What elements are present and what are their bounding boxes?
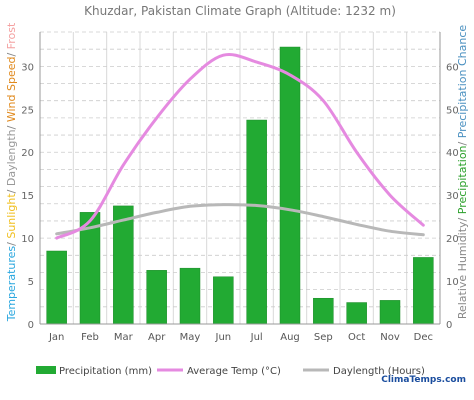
x-tick-label: Jun bbox=[215, 332, 232, 343]
left-tick-label: 25 bbox=[21, 105, 34, 116]
legend-label-daylength: Daylength (Hours) bbox=[333, 366, 425, 377]
precipitation-bar bbox=[113, 205, 134, 325]
axis-label-part: / bbox=[5, 49, 18, 56]
axis-label-part: / bbox=[5, 239, 18, 246]
precipitation-bar bbox=[346, 302, 367, 325]
precipitation-bar bbox=[146, 270, 167, 325]
x-tick-label: May bbox=[180, 332, 201, 343]
chart-legend: Precipitation (mm) Average Temp (°C) Dayle… bbox=[36, 366, 425, 377]
left-tick-label: 15 bbox=[21, 191, 34, 202]
axis-label-part: Daylength bbox=[5, 129, 18, 186]
precipitation-bar bbox=[279, 46, 301, 325]
x-tick-label: Jan bbox=[48, 332, 64, 343]
right-tick-label: 0 bbox=[446, 320, 452, 331]
precipitation-bar bbox=[213, 276, 234, 325]
left-tick-label: 0 bbox=[28, 320, 34, 331]
axis-label-part: Sunlight bbox=[5, 193, 18, 239]
right-tick-label: 10 bbox=[446, 277, 459, 288]
x-tick-label: Dec bbox=[414, 332, 433, 343]
right-axis-label: Relative Humidity/ Precipitation/ Precip… bbox=[456, 25, 469, 320]
left-tick-label: 20 bbox=[21, 148, 34, 159]
average-temp-line bbox=[55, 53, 425, 240]
series-lines bbox=[55, 53, 425, 240]
x-tick-label: Apr bbox=[148, 332, 166, 343]
chart-axes: 0 5 10 15 20 25 30 0 10 20 30 40 50 60 Jan Feb Mar Apr May… bbox=[21, 32, 459, 343]
x-tick-label: Jul bbox=[250, 332, 263, 343]
legend-label-precipitation: Precipitation (mm) bbox=[59, 366, 152, 377]
precipitation-bar bbox=[179, 267, 201, 325]
left-tick-label: 30 bbox=[21, 62, 34, 73]
axis-label-part: / bbox=[5, 122, 18, 129]
axis-label-part: Temperatures bbox=[5, 246, 18, 323]
precipitation-bar bbox=[379, 300, 401, 325]
right-tick-label: 40 bbox=[446, 148, 459, 159]
watermark: ClimaTemps.com bbox=[381, 375, 466, 385]
chart-title: Khuzdar, Pakistan Climate Graph (Altitud… bbox=[84, 4, 396, 18]
x-tick-label: Oct bbox=[348, 332, 365, 343]
left-tick-label: 5 bbox=[28, 277, 34, 288]
axis-label-part: Frost bbox=[5, 22, 18, 49]
left-tick-label: 10 bbox=[21, 234, 34, 245]
precipitation-bar bbox=[46, 250, 67, 325]
right-tick-label: 20 bbox=[446, 234, 459, 245]
right-tick-label: 30 bbox=[446, 191, 459, 202]
axis-label-part: / bbox=[456, 138, 469, 145]
legend-label-average-temp: Average Temp (°C) bbox=[187, 366, 281, 377]
axis-label-part: Relative Humidity bbox=[456, 221, 469, 319]
x-tick-label: Feb bbox=[81, 332, 99, 343]
x-tick-label: Mar bbox=[114, 332, 134, 343]
x-tick-label: Aug bbox=[280, 332, 300, 343]
axis-label-part: / bbox=[5, 186, 18, 193]
axis-label-part: / bbox=[456, 214, 469, 221]
axis-label-part: Wind Speed bbox=[5, 57, 18, 123]
precipitation-bar bbox=[246, 119, 267, 325]
right-tick-label: 60 bbox=[446, 62, 459, 73]
legend-swatch-precipitation bbox=[36, 366, 56, 374]
precipitation-bars bbox=[46, 46, 434, 325]
daylength-line bbox=[55, 203, 425, 237]
x-tick-label: Sep bbox=[314, 332, 333, 343]
precipitation-bar bbox=[413, 257, 434, 325]
axis-label-part: Precipitation bbox=[456, 145, 469, 214]
x-tick-label: Nov bbox=[380, 332, 400, 343]
right-tick-label: 50 bbox=[446, 105, 459, 116]
left-axis-label: Temperatures/ Sunlight/ Daylength/ Wind … bbox=[5, 22, 18, 322]
precipitation-bar bbox=[313, 297, 334, 325]
axis-label-part: Precipitation Chance bbox=[456, 25, 469, 139]
